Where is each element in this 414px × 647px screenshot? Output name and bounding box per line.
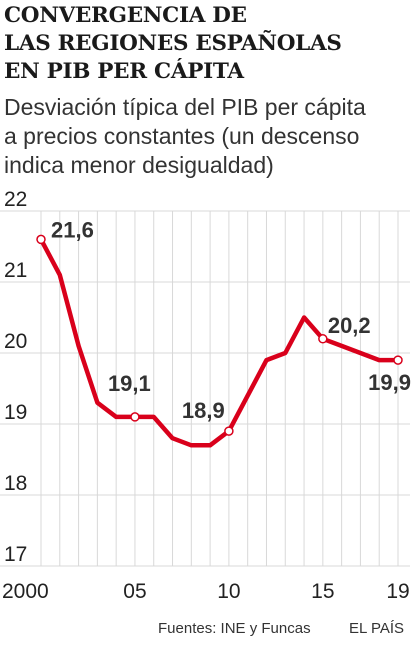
title-line: EN PIB PER CÁPITA	[4, 59, 244, 84]
x-tick-label: 10	[217, 580, 240, 603]
y-tick-label: 22	[4, 188, 27, 211]
y-tick-label: 21	[4, 259, 27, 282]
chart-title: CONVERGENCIA DE LAS REGIONES ESPAÑOLAS E…	[4, 2, 410, 86]
y-tick-label: 19	[4, 401, 27, 424]
subtitle-line: indica menor desigualdad)	[4, 152, 274, 178]
series-line	[38, 237, 401, 448]
data-point-marker	[224, 426, 234, 436]
y-tick-label: 20	[4, 330, 27, 353]
subtitle-line: a precios constantes (un descenso	[4, 123, 360, 149]
y-tick-label: 17	[4, 543, 27, 566]
x-tick-label: 19	[386, 580, 409, 603]
brand-label: EL PAÍS	[349, 620, 405, 637]
data-point-marker	[318, 334, 328, 344]
x-tick-label: 15	[311, 580, 334, 603]
data-label: 20,2	[328, 313, 371, 338]
data-label: 21,6	[51, 217, 94, 242]
title-line: LAS REGIONES ESPAÑOLAS	[4, 31, 342, 56]
y-tick-label: 18	[4, 472, 27, 495]
data-point-marker	[393, 355, 403, 365]
x-tick-label: 05	[123, 580, 146, 603]
data-label: 18,9	[182, 398, 225, 423]
x-tick-label: 2000	[2, 580, 49, 603]
data-point-marker	[130, 412, 140, 422]
chart-subtitle: Desviación típica del PIB per cápita a p…	[4, 93, 410, 180]
source-note: Fuentes: INE y Funcas	[158, 620, 311, 637]
title-line: CONVERGENCIA DE	[4, 3, 247, 28]
subtitle-line: Desviación típica del PIB per cápita	[4, 94, 366, 120]
data-label: 19,1	[108, 371, 151, 396]
data-label: 19,9	[368, 370, 411, 395]
data-point-marker	[36, 234, 46, 245]
